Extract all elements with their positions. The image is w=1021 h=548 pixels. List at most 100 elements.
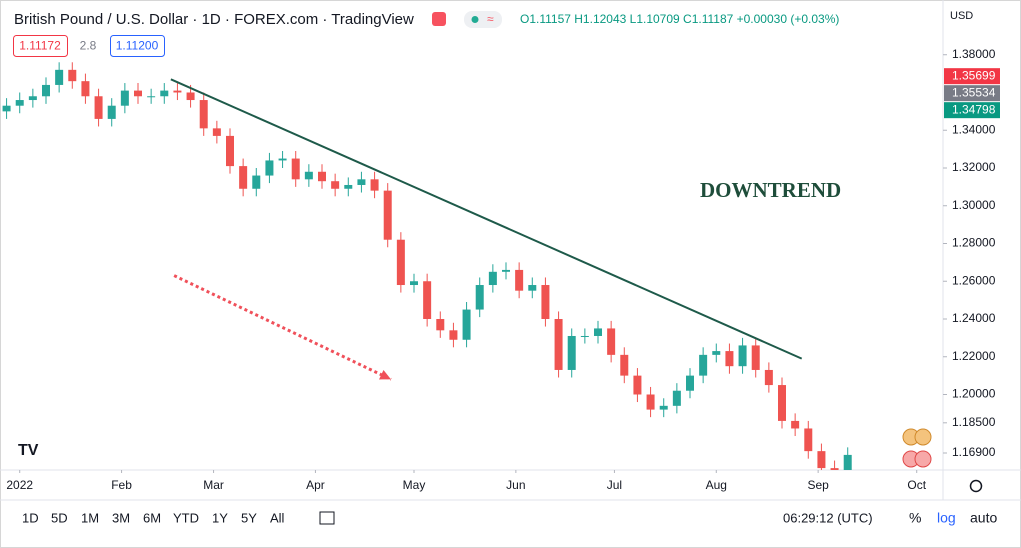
- candle-body: [291, 158, 300, 180]
- trendline: [170, 78, 803, 360]
- price-label-box: [944, 68, 1000, 85]
- candle-body: [791, 420, 800, 429]
- sell-price: 1.11172: [19, 39, 61, 53]
- x-tick-label: 2022: [6, 478, 33, 492]
- candle-body: [212, 128, 221, 136]
- sell-button[interactable]: [13, 35, 68, 57]
- candle-body: [199, 100, 208, 129]
- candle-body: [462, 309, 471, 340]
- candle-body: [659, 405, 668, 410]
- candle-body: [646, 394, 655, 410]
- candle-body: [778, 385, 786, 421]
- range-button[interactable]: 1Y: [212, 510, 228, 525]
- y-tick-label: 1.30000: [952, 198, 996, 212]
- range-button[interactable]: YTD: [173, 510, 199, 525]
- range-button[interactable]: 5Y: [241, 510, 257, 525]
- price-label: 1.35534: [952, 85, 996, 99]
- y-tick-label: 1.34000: [952, 122, 996, 136]
- candle-body: [751, 345, 760, 370]
- candle-body: [804, 428, 813, 452]
- candle-body: [541, 285, 550, 319]
- candle-body: [107, 105, 116, 119]
- y-tick-label: 1.32000: [952, 160, 996, 174]
- candle-body: [94, 96, 103, 119]
- log-toggle[interactable]: log: [937, 510, 956, 526]
- range-button[interactable]: 3M: [112, 510, 130, 525]
- currency[interactable]: USD: [950, 10, 973, 22]
- price-label: 1.34798: [952, 102, 996, 116]
- candle-body: [357, 179, 366, 185]
- candle-body: [620, 354, 629, 376]
- candle-body: [68, 69, 77, 82]
- candle-body: [42, 84, 50, 97]
- buy-button[interactable]: [110, 35, 165, 57]
- candle-body: [160, 90, 169, 97]
- x-tick-label: Jun: [506, 478, 525, 492]
- candle-body: [502, 269, 510, 272]
- range-button[interactable]: 1M: [81, 510, 99, 525]
- candle-body: [410, 281, 418, 286]
- candle-body: [396, 239, 405, 286]
- event-flags: [902, 428, 932, 468]
- annotation: DOWNTREND: [700, 178, 841, 202]
- range-button[interactable]: 6M: [143, 510, 161, 525]
- settings-icon[interactable]: [969, 479, 983, 493]
- tv-logo: TV: [18, 442, 39, 459]
- percent-toggle[interactable]: %: [909, 510, 921, 526]
- x-tick-label: Aug: [706, 478, 727, 492]
- x-tick-label: Jul: [607, 478, 622, 492]
- status-icon: ≈: [487, 12, 494, 26]
- date-range-icon[interactable]: [319, 511, 335, 525]
- candle-body: [607, 328, 616, 355]
- candle-body: [764, 369, 773, 386]
- range-button[interactable]: 5D: [51, 510, 68, 525]
- range-button[interactable]: 1D: [22, 510, 39, 525]
- x-tick-label: Sep: [807, 478, 829, 492]
- candle-body: [843, 454, 852, 470]
- y-tick-label: 1.38000: [952, 47, 996, 61]
- candle-body: [554, 318, 563, 370]
- candle-body: [528, 285, 537, 291]
- auto-toggle[interactable]: auto: [970, 510, 997, 526]
- price-label-box: [944, 102, 1000, 119]
- x-tick-label: May: [403, 478, 426, 492]
- candle-body: [738, 345, 747, 367]
- y-tick-label: 1.22000: [952, 349, 996, 363]
- candle-body: [173, 90, 182, 93]
- y-tick-label: 1.26000: [952, 273, 996, 287]
- y-tick-label: 1.24000: [952, 311, 996, 325]
- candle-body: [436, 318, 445, 331]
- candle-body: [633, 375, 642, 395]
- arrow-head: [379, 370, 391, 380]
- candle-body: [383, 190, 392, 240]
- plot: [2, 62, 852, 470]
- x-tick-label: Apr: [306, 478, 325, 492]
- candle-body: [134, 90, 142, 97]
- y-tick-label: 1.18500: [952, 415, 996, 429]
- candle-body: [672, 390, 681, 406]
- candle-body: [2, 105, 11, 112]
- candle-body: [817, 451, 826, 469]
- candle-body: [15, 100, 24, 106]
- clock: 06:29:12 (UTC): [783, 510, 873, 525]
- symbol-title: British Pound / U.S. Dollar · 1D · FOREX…: [14, 11, 414, 28]
- spread: 2.8: [80, 39, 97, 53]
- candle-body: [252, 175, 261, 189]
- candle-body: [370, 179, 379, 191]
- candle-body: [567, 335, 576, 370]
- candle-body: [120, 90, 129, 106]
- candle-body: [147, 96, 156, 98]
- alert-icon[interactable]: [432, 12, 446, 26]
- candle-body: [28, 96, 37, 101]
- x-tick-label: Oct: [907, 478, 926, 492]
- x-tick-label: Feb: [111, 478, 132, 492]
- arrow: [173, 274, 392, 381]
- candle-body: [304, 171, 313, 180]
- price-label-box: [944, 85, 1000, 102]
- range-button[interactable]: All: [270, 510, 285, 525]
- status-pill[interactable]: [464, 11, 502, 28]
- candle-body: [475, 285, 484, 310]
- status-dot: [471, 16, 479, 23]
